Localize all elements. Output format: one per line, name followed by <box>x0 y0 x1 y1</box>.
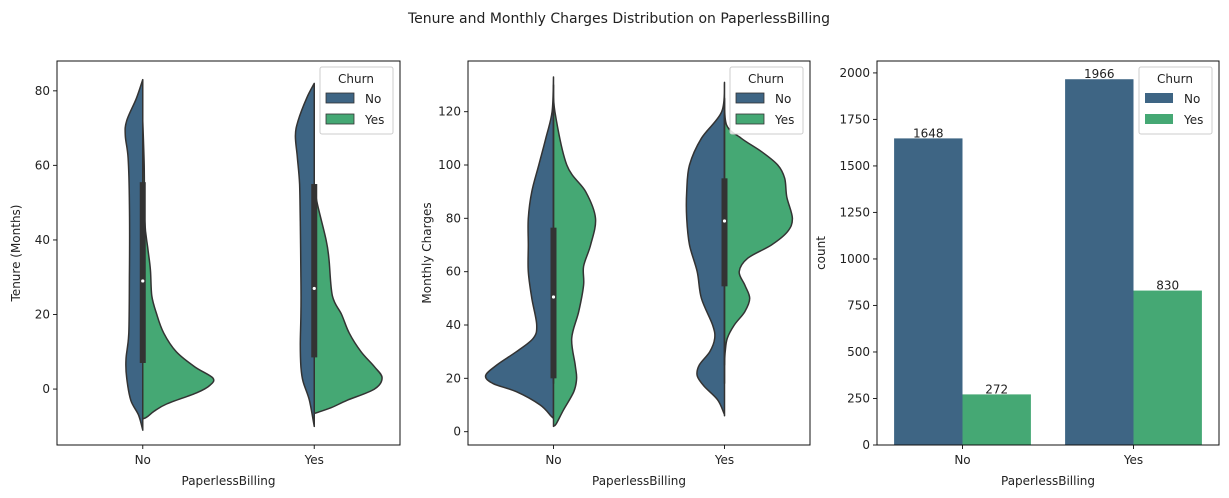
legend-label-yes: Yes <box>364 113 384 127</box>
y-tick-label: 1000 <box>839 252 870 266</box>
bar-no-no <box>894 138 963 445</box>
subplot-1: 0 20 40 60 80 No Yes PaperlessBilling Tenure (Mo… <box>9 60 401 488</box>
y-tick-label: 0 <box>453 425 461 439</box>
legend-label-yes: Yes <box>1183 113 1203 127</box>
subplot-3: 0 250 500 750 1000 1250 1500 1750 2000 No Yes Paper… <box>814 60 1220 488</box>
bar-yes-no <box>962 394 1031 445</box>
x-tick-label: No <box>545 453 561 467</box>
bar-data-label: 1648 <box>913 126 944 140</box>
box-median <box>722 219 727 223</box>
y-tick-label: 2000 <box>839 66 870 80</box>
bar-yes-yes <box>1133 290 1202 445</box>
legend-swatch-no <box>325 92 355 104</box>
violin-half-no-no <box>124 78 144 431</box>
legend-label-yes: Yes <box>774 113 794 127</box>
legend: Churn No Yes <box>729 66 804 135</box>
box-iqr <box>721 178 728 287</box>
legend-title: Churn <box>1157 72 1193 86</box>
legend-swatch-yes <box>735 113 765 125</box>
bar-data-label: 830 <box>1156 279 1179 293</box>
y-tick-label: 100 <box>438 158 461 172</box>
box-median <box>141 279 145 283</box>
x-axis-label: PaperlessBilling <box>592 474 686 488</box>
y-tick-label: 60 <box>35 158 50 172</box>
y-tick-label: 40 <box>446 318 461 332</box>
x-axis-label: PaperlessBilling <box>182 474 276 488</box>
y-tick-label: 0 <box>42 382 50 396</box>
legend-swatch-no <box>735 92 765 104</box>
y-tick-label: 750 <box>847 298 870 312</box>
y-tick-label: 120 <box>438 105 461 119</box>
y-tick-label: 1750 <box>839 112 870 126</box>
legend-swatch-no <box>1145 93 1173 103</box>
axes-frame <box>467 60 811 446</box>
bar-data-label: 272 <box>985 382 1008 396</box>
box-iqr <box>311 184 318 358</box>
legend-label-no: No <box>365 92 381 106</box>
y-tick-label: 40 <box>35 233 50 247</box>
y-tick-label: 1500 <box>839 159 870 173</box>
box-iqr <box>550 227 557 379</box>
violin-half-no-yes <box>294 82 316 428</box>
violin-half-yes-yes <box>723 97 794 366</box>
legend-swatch-yes <box>1145 114 1173 124</box>
y-tick-label: 500 <box>847 345 870 359</box>
x-tick-label: Yes <box>714 453 734 467</box>
violin-half-no-no <box>484 76 555 420</box>
x-tick-label: Yes <box>304 453 324 467</box>
legend-label-no: No <box>1184 92 1200 106</box>
violin-half-yes-yes <box>313 183 383 415</box>
subplot-2: 0 20 40 60 80 100 120 No Yes PaperlessBilling Mont… <box>420 60 811 488</box>
legend: Churn No Yes <box>1138 66 1213 135</box>
figure-title: Tenure and Monthly Charges Distribution … <box>407 11 830 27</box>
box-iqr <box>139 182 146 363</box>
legend-label-no: No <box>775 92 791 106</box>
y-tick-label: 1250 <box>839 205 870 219</box>
x-tick-label: No <box>135 453 151 467</box>
y-tick-label: 0 <box>862 438 870 452</box>
y-axis-label: count <box>814 236 828 270</box>
x-tick-label: No <box>954 453 970 467</box>
legend: Churn No Yes <box>319 66 394 135</box>
violin-half-yes-no <box>142 119 215 420</box>
violin-half-no-yes <box>685 81 726 417</box>
box-median <box>312 286 316 291</box>
y-axis-label: Tenure (Months) <box>9 205 23 303</box>
box-median <box>551 295 556 299</box>
bar-data-label: 1966 <box>1084 67 1115 81</box>
y-tick-label: 60 <box>446 265 461 279</box>
legend-title: Churn <box>338 72 374 86</box>
y-tick-label: 80 <box>35 84 50 98</box>
y-tick-label: 250 <box>847 391 870 405</box>
legend-swatch-yes <box>325 113 355 125</box>
axes-frame <box>876 60 1220 446</box>
y-tick-label: 80 <box>446 211 461 225</box>
x-tick-label: Yes <box>1123 453 1143 467</box>
bar-no-yes <box>1065 79 1134 446</box>
legend-title: Churn <box>748 72 784 86</box>
x-axis-label: PaperlessBilling <box>1001 474 1095 488</box>
violin-half-yes-no <box>552 84 597 428</box>
y-tick-label: 20 <box>446 371 461 385</box>
y-axis-label: Monthly Charges <box>420 202 434 303</box>
axes-frame <box>56 60 401 446</box>
y-tick-label: 20 <box>35 308 50 322</box>
